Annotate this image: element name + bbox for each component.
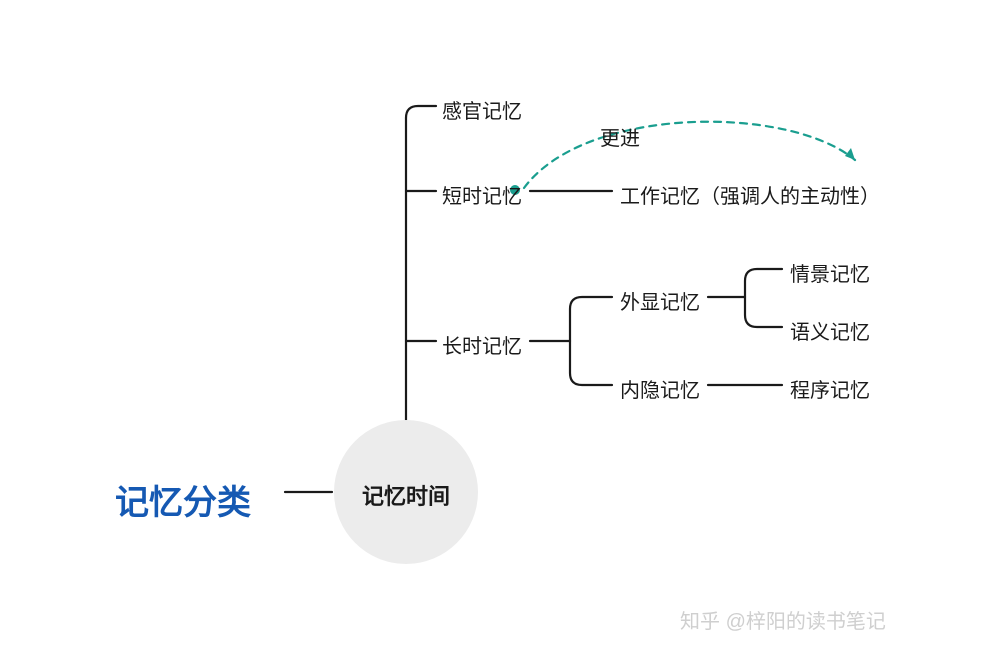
root-title: 记忆分类 — [115, 475, 251, 524]
watermark: 知乎 @梓阳的读书笔记 — [680, 605, 886, 634]
annotation-label: 更进 — [600, 122, 640, 151]
node-explicit: 外显记忆 — [620, 286, 700, 315]
node-working: 工作记忆（强调人的主动性） — [620, 180, 880, 209]
node-long-term: 长时记忆 — [442, 330, 522, 359]
node-episodic: 情景记忆 — [790, 258, 870, 287]
watermark-prefix: 知乎 — [680, 611, 720, 633]
node-sensory: 感官记忆 — [442, 95, 522, 124]
watermark-text: @梓阳的读书笔记 — [726, 611, 886, 633]
node-short-term: 短时记忆 — [442, 180, 522, 209]
hub-label: 记忆时间 — [356, 479, 456, 511]
node-procedural: 程序记忆 — [790, 374, 870, 403]
node-semantic: 语义记忆 — [790, 316, 870, 345]
node-implicit: 内隐记忆 — [620, 374, 700, 403]
